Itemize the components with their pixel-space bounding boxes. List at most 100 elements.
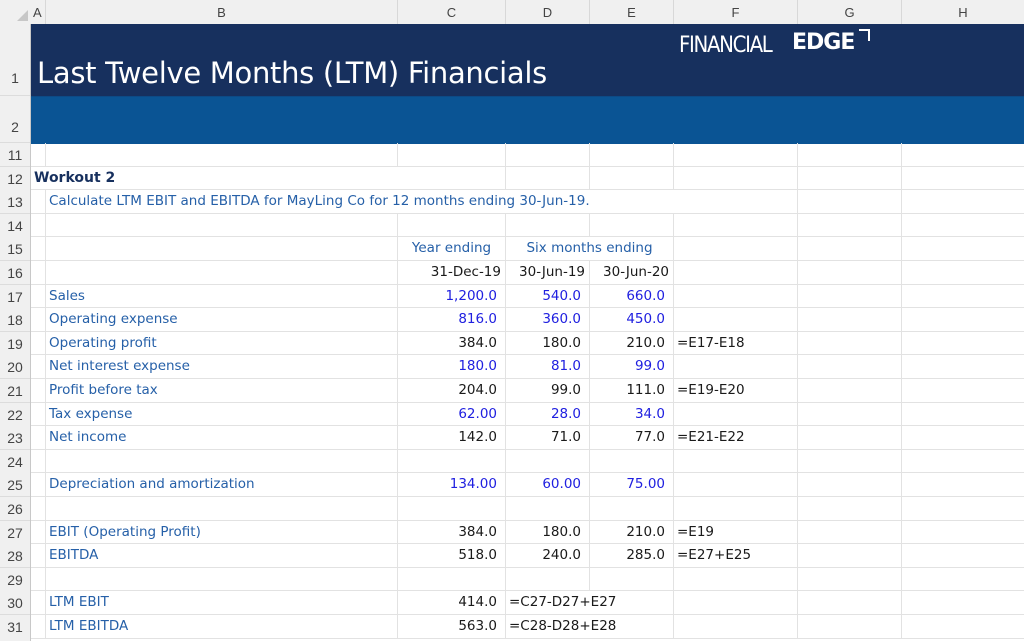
- row-header-1[interactable]: 1: [0, 24, 30, 96]
- opex-e[interactable]: 450.0: [590, 308, 674, 332]
- interest-e[interactable]: 99.0: [590, 355, 674, 379]
- cell[interactable]: [31, 449, 46, 473]
- cell[interactable]: [798, 591, 902, 615]
- workout-heading[interactable]: Workout 2: [34, 169, 116, 186]
- label-ltm-ebit[interactable]: LTM EBIT: [46, 591, 398, 615]
- pbt-e[interactable]: 111.0: [590, 379, 674, 402]
- cell[interactable]: [590, 213, 674, 237]
- label-ltm-ebitda[interactable]: LTM EBITDA: [46, 615, 398, 638]
- opex-d[interactable]: 360.0: [506, 308, 590, 332]
- cell[interactable]: [506, 567, 590, 591]
- cell[interactable]: [46, 261, 398, 284]
- ltm-ebit-formula[interactable]: =C27-D27+E27: [506, 591, 674, 615]
- row-header-23[interactable]: 23: [0, 426, 30, 450]
- cell[interactable]: [590, 166, 674, 190]
- cell[interactable]: [798, 143, 902, 166]
- cell[interactable]: [46, 449, 398, 473]
- row-header-14[interactable]: 14: [0, 214, 30, 238]
- net-income-c[interactable]: 142.0: [398, 426, 506, 450]
- cell[interactable]: [31, 497, 46, 520]
- date-header-e[interactable]: 30-Jun-20: [590, 261, 674, 284]
- select-all-button[interactable]: [0, 0, 31, 24]
- column-header-f[interactable]: F: [674, 0, 798, 24]
- op-profit-e[interactable]: 210.0: [590, 331, 674, 355]
- date-header-c[interactable]: 31-Dec-19: [398, 261, 506, 284]
- label-net-income[interactable]: Net income: [46, 426, 398, 450]
- cell[interactable]: [674, 567, 798, 591]
- cell[interactable]: [31, 426, 46, 450]
- row-header-15[interactable]: 15: [0, 237, 30, 261]
- cell[interactable]: [506, 143, 590, 166]
- cell[interactable]: [398, 143, 506, 166]
- column-header-c[interactable]: C: [398, 0, 506, 24]
- da-e[interactable]: 75.00: [590, 473, 674, 497]
- cell[interactable]: [31, 284, 46, 308]
- cell[interactable]: [31, 520, 46, 544]
- row-header-28[interactable]: 28: [0, 544, 30, 568]
- row-header-24[interactable]: 24: [0, 450, 30, 474]
- cell[interactable]: [798, 331, 902, 355]
- ebit-d[interactable]: 180.0: [506, 520, 590, 544]
- cell[interactable]: [31, 143, 46, 166]
- label-operating-profit[interactable]: Operating profit: [46, 331, 398, 355]
- cell[interactable]: [398, 567, 506, 591]
- row-header-21[interactable]: 21: [0, 379, 30, 403]
- net-income-formula[interactable]: =E21-E22: [674, 426, 798, 450]
- cell[interactable]: [31, 567, 46, 591]
- cell[interactable]: [674, 166, 798, 190]
- cell[interactable]: [506, 166, 590, 190]
- row-header-16[interactable]: 16: [0, 261, 30, 285]
- opex-c[interactable]: 816.0: [398, 308, 506, 332]
- ebit-e[interactable]: 210.0: [590, 520, 674, 544]
- row-header-25[interactable]: 25: [0, 473, 30, 497]
- cell[interactable]: [398, 166, 506, 190]
- cell[interactable]: [674, 449, 798, 473]
- cell[interactable]: [674, 143, 798, 166]
- net-income-d[interactable]: 71.0: [506, 426, 590, 450]
- cell[interactable]: [798, 449, 902, 473]
- ltm-ebit-value[interactable]: 414.0: [398, 591, 506, 615]
- da-c[interactable]: 134.00: [398, 473, 506, 497]
- cell[interactable]: [798, 261, 902, 284]
- cell[interactable]: [674, 237, 798, 261]
- cell[interactable]: [31, 190, 46, 214]
- column-header-a[interactable]: A: [31, 0, 46, 24]
- cell[interactable]: [590, 449, 674, 473]
- ebitda-d[interactable]: 240.0: [506, 544, 590, 568]
- net-income-e[interactable]: 77.0: [590, 426, 674, 450]
- cell[interactable]: [506, 497, 590, 520]
- row-header-17[interactable]: 17: [0, 285, 30, 309]
- row-header-19[interactable]: 19: [0, 332, 30, 356]
- cell[interactable]: [46, 237, 398, 261]
- cell[interactable]: [398, 449, 506, 473]
- tax-e[interactable]: 34.0: [590, 402, 674, 426]
- cell[interactable]: [798, 615, 902, 638]
- cell[interactable]: [798, 237, 902, 261]
- cell[interactable]: [798, 190, 902, 214]
- cell[interactable]: [798, 473, 902, 497]
- cell[interactable]: [674, 497, 798, 520]
- column-header-d[interactable]: D: [506, 0, 590, 24]
- sales-d[interactable]: 540.0: [506, 284, 590, 308]
- label-tax-expense[interactable]: Tax expense: [46, 402, 398, 426]
- cell[interactable]: [31, 615, 46, 638]
- ltm-ebitda-formula[interactable]: =C28-D28+E28: [506, 615, 674, 638]
- column-header-e[interactable]: E: [590, 0, 674, 24]
- label-ebitda[interactable]: EBITDA: [46, 544, 398, 568]
- op-profit-c[interactable]: 384.0: [398, 331, 506, 355]
- cell[interactable]: [31, 402, 46, 426]
- six-months-ending-header[interactable]: Six months ending: [506, 237, 674, 261]
- cell[interactable]: [798, 379, 902, 402]
- label-net-interest-expense[interactable]: Net interest expense: [46, 355, 398, 379]
- cell[interactable]: [31, 544, 46, 568]
- cell[interactable]: [46, 567, 398, 591]
- sales-f[interactable]: [674, 284, 798, 308]
- cell[interactable]: [798, 308, 902, 332]
- cell[interactable]: [798, 213, 902, 237]
- cell[interactable]: [506, 213, 590, 237]
- cell[interactable]: [590, 143, 674, 166]
- cell[interactable]: [31, 261, 46, 284]
- row-header-11[interactable]: 11: [0, 143, 30, 167]
- cell[interactable]: [674, 591, 798, 615]
- interest-f[interactable]: [674, 355, 798, 379]
